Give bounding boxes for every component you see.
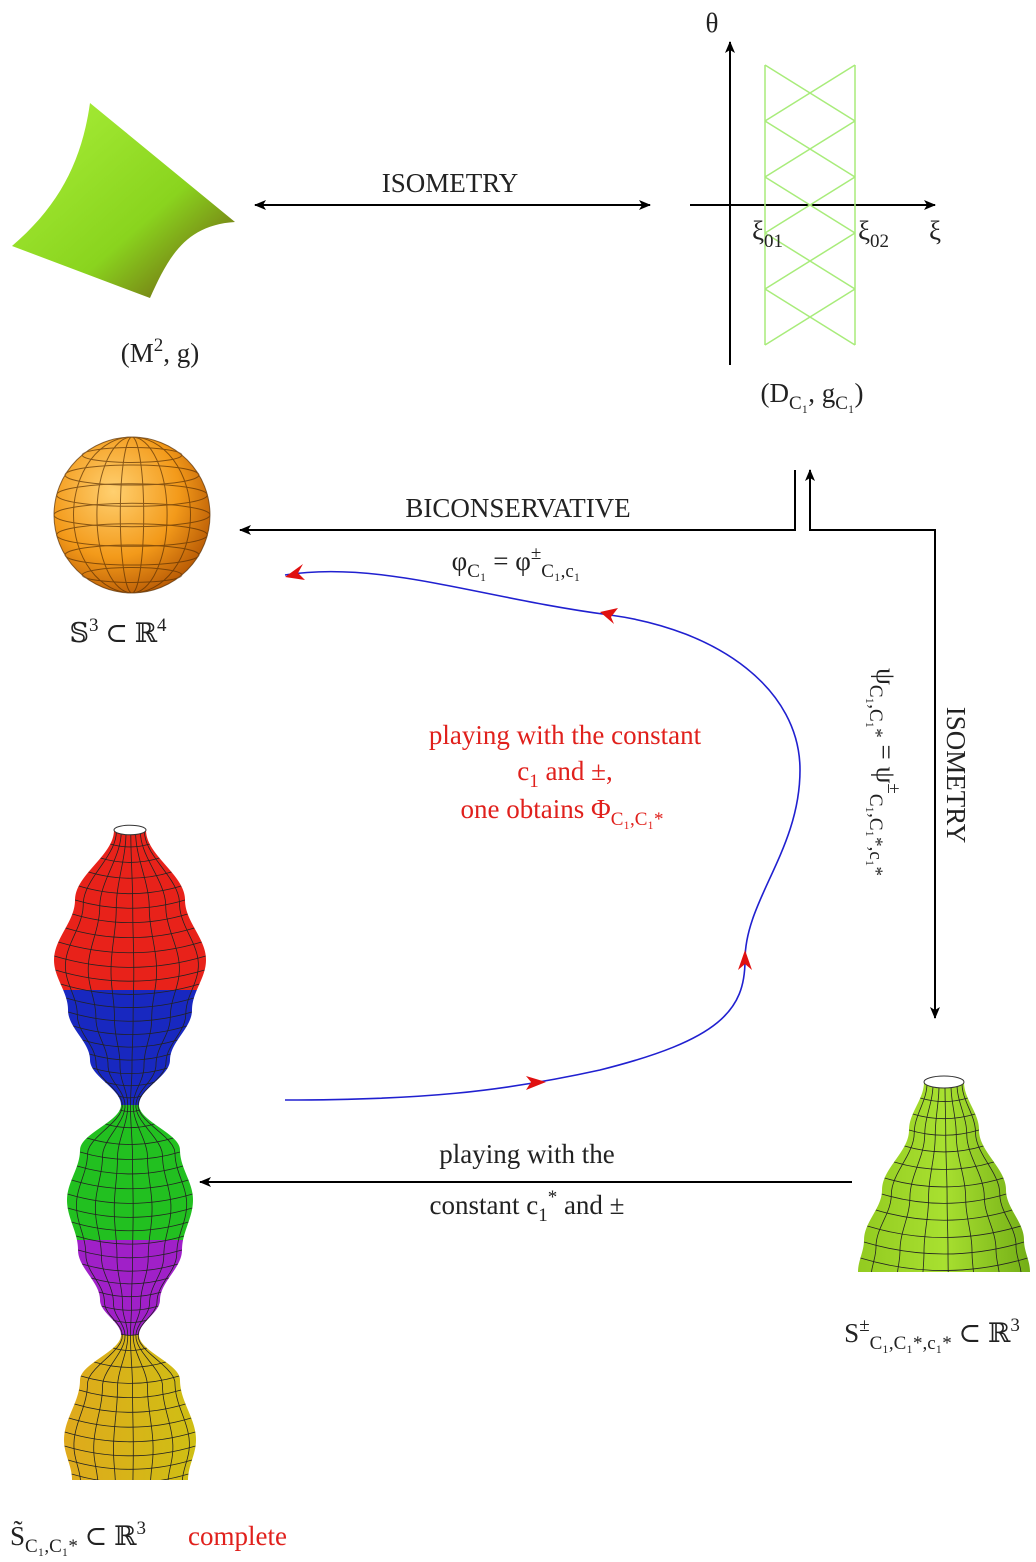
label-part: , g bbox=[808, 378, 835, 408]
label-part: ± bbox=[531, 543, 541, 564]
label-part: = ψ bbox=[871, 738, 901, 784]
bottom-line1: playing with the bbox=[439, 1139, 614, 1169]
label-part: (M bbox=[121, 338, 154, 368]
label-part: 3 bbox=[136, 1518, 146, 1539]
label-part: * bbox=[548, 1187, 558, 1208]
label-part: ± bbox=[859, 1315, 869, 1336]
red-line3: one obtains ΦC₁,C₁* bbox=[460, 794, 663, 830]
top-isometry: ISOMETRY bbox=[382, 168, 519, 198]
label-part: ⊂ ℝ bbox=[952, 1318, 1011, 1348]
theta: θ bbox=[706, 8, 719, 38]
label-part: ξ bbox=[858, 216, 870, 246]
label-part: 02 bbox=[870, 231, 889, 252]
body bbox=[10, 800, 250, 1500]
m2g: (M2, g) bbox=[121, 335, 200, 368]
label-part: 4 bbox=[157, 615, 167, 636]
label-part: 𝕊 bbox=[69, 618, 89, 648]
label-part: ⊂ ℝ bbox=[78, 1521, 137, 1551]
curve-arrows bbox=[285, 564, 752, 1090]
band bbox=[10, 1335, 250, 1500]
label-part: C₁,C₁* bbox=[865, 685, 886, 738]
complete: complete bbox=[188, 1521, 287, 1551]
label-part: C₁,c₁ bbox=[541, 561, 580, 582]
tower bbox=[10, 800, 250, 1500]
label-part: = φ bbox=[487, 546, 531, 576]
surface bbox=[12, 103, 235, 298]
right-isometry: ISOMETRY bbox=[941, 707, 971, 844]
label-part: 01 bbox=[764, 231, 783, 252]
sphere bbox=[54, 437, 210, 593]
body bbox=[824, 1070, 1036, 1290]
biconservative: BICONSERVATIVE bbox=[405, 493, 630, 523]
label-part: ± bbox=[883, 783, 904, 793]
label-part: 3 bbox=[1010, 1315, 1020, 1336]
label-part: ξ bbox=[752, 216, 764, 246]
label-part: 2 bbox=[154, 335, 164, 356]
label-part: (D bbox=[760, 378, 789, 408]
red-line1: playing with the constant bbox=[429, 720, 702, 750]
label-part: C₁,C₁* bbox=[25, 1536, 78, 1557]
label-part: c bbox=[517, 756, 529, 786]
label-part: S̃ bbox=[10, 1520, 25, 1551]
label-part: φ bbox=[452, 546, 468, 576]
band bbox=[10, 1240, 250, 1335]
dc1: (DC₁, gC₁) bbox=[760, 378, 863, 414]
label-part: C₁,C₁*,c₁* bbox=[870, 1333, 952, 1354]
red-line2: c1 and ±, bbox=[517, 756, 613, 792]
phi: φC₁ = φ±C₁,c₁ bbox=[452, 543, 581, 582]
xi01: ξ01 bbox=[752, 216, 783, 252]
label-part: , g) bbox=[163, 338, 199, 368]
xi: ξ bbox=[929, 216, 941, 246]
curve bbox=[285, 572, 800, 1100]
rim bbox=[924, 1076, 964, 1088]
label-part: ) bbox=[855, 378, 864, 408]
label-part: one obtains Φ bbox=[460, 794, 610, 824]
s-pm: S±C₁,C₁*,c₁* ⊂ ℝ3 bbox=[844, 1315, 1020, 1354]
diagram: ISOMETRYθξξ01ξ02(M2, g)(DC₁, gC₁)BICONSE… bbox=[0, 0, 1036, 1562]
label-part: 1 bbox=[538, 1205, 548, 1226]
label-part: C₁,C₁*,c₁* bbox=[865, 794, 886, 876]
label-part: C₁ bbox=[835, 393, 854, 414]
rim bbox=[114, 825, 146, 835]
label-part: 1 bbox=[529, 771, 539, 792]
label-part: S bbox=[844, 1318, 859, 1348]
bottom-line2: constant c1* and ± bbox=[429, 1187, 624, 1226]
label-part: ⊂ ℝ bbox=[98, 618, 157, 648]
s3: 𝕊3 ⊂ ℝ4 bbox=[69, 615, 167, 648]
label-part: 3 bbox=[89, 615, 99, 636]
xi02: ξ02 bbox=[858, 216, 889, 252]
label-part: C₁ bbox=[789, 393, 808, 414]
label-part: C₁ bbox=[467, 561, 486, 582]
label-part: and ± bbox=[557, 1190, 624, 1220]
label-part: constant c bbox=[429, 1190, 538, 1220]
band bbox=[10, 1105, 250, 1240]
label-part: ψ bbox=[871, 668, 901, 685]
vase bbox=[824, 1070, 1036, 1290]
psi: ψC₁,C₁* = ψ±C₁,C₁*,c₁* bbox=[865, 668, 904, 876]
s-tilde: S̃C₁,C₁* ⊂ ℝ3 bbox=[10, 1518, 146, 1557]
label-part: and ±, bbox=[539, 756, 613, 786]
label-part: C₁,C₁* bbox=[611, 809, 664, 830]
